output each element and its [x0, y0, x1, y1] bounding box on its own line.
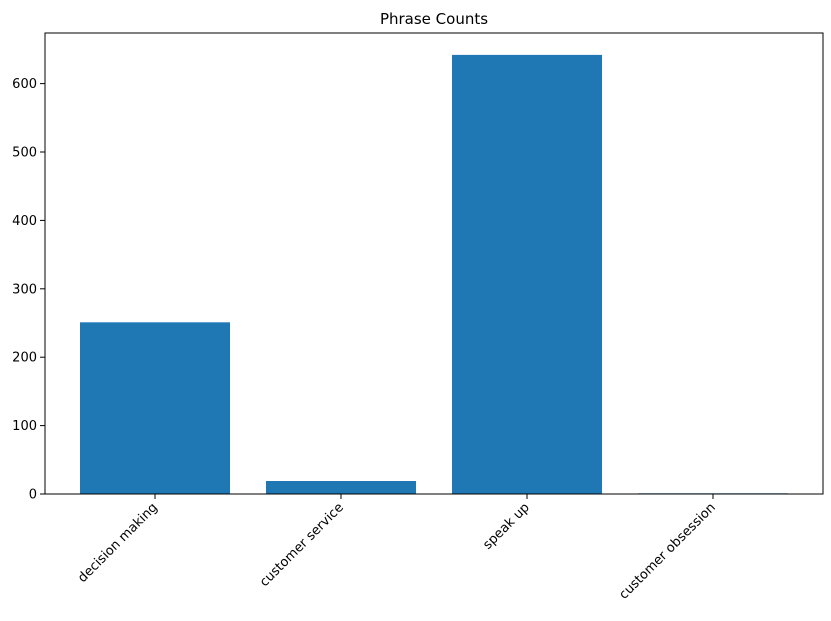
bars-group	[80, 54, 788, 495]
y-tick-label: 200	[12, 351, 37, 366]
chart-title: Phrase Counts	[380, 10, 488, 28]
y-tick-label: 300	[12, 282, 37, 297]
y-tick-label: 500	[12, 146, 37, 161]
y-axis: 0 100 200 300 400 500 600	[12, 77, 45, 503]
bar-decision-making	[80, 322, 230, 494]
y-tick-label: 400	[12, 214, 37, 229]
x-axis: decision making customer service speak up c…	[75, 494, 719, 603]
x-tick-label: speak up	[480, 500, 532, 552]
x-tick-label: customer obsession	[617, 500, 719, 602]
x-tick-label: customer service	[257, 500, 347, 590]
plot-frame	[44, 32, 824, 495]
y-tick-label: 600	[12, 77, 37, 92]
y-tick-label: 100	[12, 419, 37, 434]
y-tick-label: 0	[29, 488, 37, 503]
bar-customer-service	[266, 481, 416, 494]
x-tick-label: decision making	[75, 500, 161, 586]
bar-speak-up	[452, 54, 602, 495]
